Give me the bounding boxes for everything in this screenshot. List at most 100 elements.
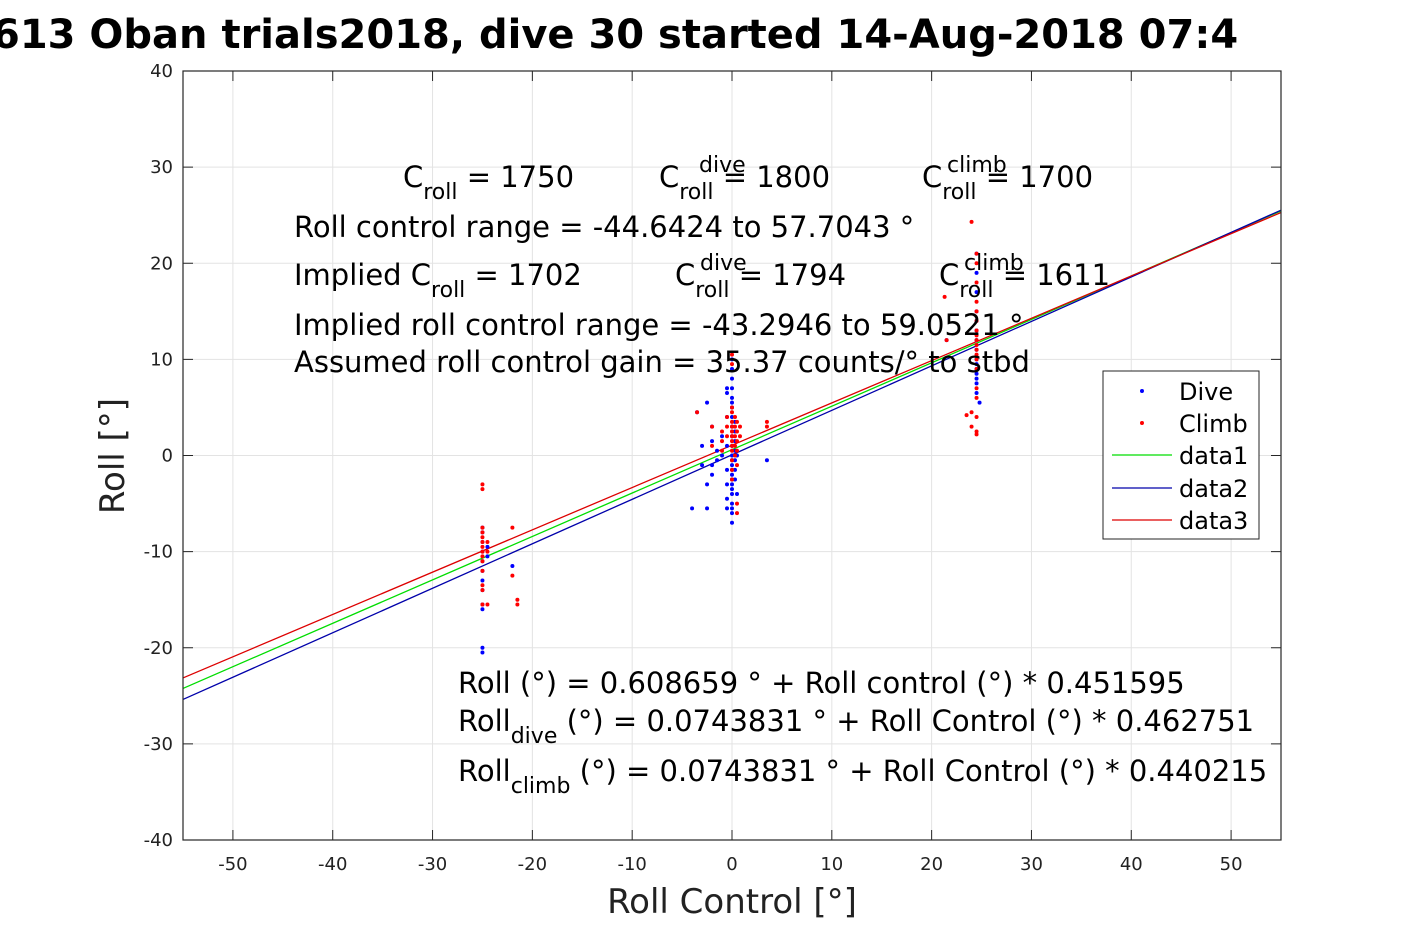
point-dive xyxy=(485,544,490,549)
point-climb xyxy=(515,597,520,602)
point-climb xyxy=(710,424,715,429)
point-dive xyxy=(764,458,769,463)
annotation-implied-c-climb-sup: climb xyxy=(964,251,1024,276)
point-climb xyxy=(730,458,734,463)
x-tick-label: -40 xyxy=(318,854,347,875)
point-climb xyxy=(734,501,739,506)
point-climb xyxy=(480,544,485,549)
point-climb xyxy=(969,410,974,415)
annotation-implied-c-climb: Croll = 1611 xyxy=(939,258,1110,303)
point-dive xyxy=(480,578,485,583)
point-climb xyxy=(730,434,734,439)
point-climb xyxy=(974,309,979,314)
point-dive xyxy=(974,391,979,396)
point-climb xyxy=(974,261,979,266)
point-climb xyxy=(974,299,979,304)
x-tick-label: 30 xyxy=(1020,854,1043,875)
point-dive xyxy=(725,391,730,396)
point-dive xyxy=(730,501,734,506)
point-climb xyxy=(974,280,979,285)
point-climb xyxy=(695,410,700,415)
point-climb xyxy=(730,477,734,482)
legend-data3-label: data3 xyxy=(1179,507,1248,535)
point-climb xyxy=(942,294,947,299)
point-dive xyxy=(725,443,730,448)
point-dive xyxy=(710,439,715,444)
point-climb xyxy=(734,448,739,453)
point-climb xyxy=(480,602,485,607)
legend-dive-marker xyxy=(1140,389,1144,393)
point-climb xyxy=(974,432,979,437)
legend-data2-label: data2 xyxy=(1179,475,1248,503)
point-climb xyxy=(730,439,734,444)
point-dive xyxy=(720,434,725,439)
point-climb xyxy=(480,559,485,564)
x-tick-label: 40 xyxy=(1120,854,1143,875)
point-climb xyxy=(480,549,485,554)
point-dive xyxy=(700,463,705,468)
point-climb xyxy=(730,352,734,357)
annotation-c-climb-sup: climb xyxy=(947,153,1007,178)
legend-dive-label: Dive xyxy=(1179,378,1233,406)
point-climb xyxy=(730,362,734,367)
point-climb xyxy=(485,602,490,607)
point-dive xyxy=(705,400,710,405)
point-climb xyxy=(734,463,739,468)
point-climb xyxy=(974,328,979,333)
x-axis-label: Roll Control [°] xyxy=(607,882,857,922)
point-climb xyxy=(974,342,979,347)
axis-ticks: -50 -40 -30 -20 -10 0 10 20 30 40 50 -40 -30 -20 -10 0 1… xyxy=(144,61,1281,875)
point-climb xyxy=(974,415,979,420)
point-climb xyxy=(974,386,979,391)
x-tick-label: 0 xyxy=(726,854,737,875)
y-tick-label: -10 xyxy=(144,542,173,563)
x-tick-label: -10 xyxy=(617,854,646,875)
annotation-fit-climb: Rollclimb (°) = 0.0743831 ° + Roll Contr… xyxy=(458,754,1267,799)
point-dive xyxy=(710,472,715,477)
annotation-range: Roll control range = -44.6424 to 57.7043… xyxy=(294,210,914,244)
point-dive xyxy=(700,443,705,448)
point-dive xyxy=(730,520,734,525)
point-climb xyxy=(974,347,979,352)
point-climb xyxy=(764,424,769,429)
y-tick-label: -40 xyxy=(144,830,173,851)
point-dive xyxy=(725,496,730,501)
point-climb xyxy=(730,410,734,415)
y-tick-label: 40 xyxy=(150,61,173,82)
point-climb xyxy=(730,419,734,424)
x-tick-label: -50 xyxy=(218,854,247,875)
point-dive xyxy=(690,506,695,511)
x-tick-label: 20 xyxy=(920,854,943,875)
point-dive xyxy=(730,357,734,362)
point-climb xyxy=(710,443,715,448)
y-tick-label: 10 xyxy=(150,349,173,370)
point-climb xyxy=(964,413,969,418)
point-climb xyxy=(725,434,730,439)
point-climb xyxy=(480,588,485,593)
point-climb xyxy=(730,424,734,429)
point-dive xyxy=(732,467,737,472)
point-climb xyxy=(732,443,737,448)
legend-climb-label: Climb xyxy=(1179,410,1248,438)
point-dive xyxy=(730,366,734,371)
point-dive xyxy=(977,400,982,405)
point-climb xyxy=(730,443,734,448)
point-climb xyxy=(720,439,725,444)
point-climb xyxy=(974,357,979,362)
point-climb xyxy=(734,439,739,444)
point-climb xyxy=(732,434,737,439)
point-climb xyxy=(974,352,979,357)
point-dive xyxy=(730,453,734,458)
annotation-implied-c-dive: Croll = 1794 xyxy=(675,258,846,303)
point-dive xyxy=(974,376,979,381)
point-dive xyxy=(715,448,720,453)
point-climb xyxy=(974,251,979,256)
point-climb xyxy=(510,573,515,578)
y-axis-label: Roll [°] xyxy=(93,398,133,514)
point-climb xyxy=(725,415,730,420)
point-dive xyxy=(730,463,734,468)
point-dive xyxy=(730,386,734,391)
point-dive xyxy=(974,270,979,275)
y-tick-label: 30 xyxy=(150,157,173,178)
point-dive xyxy=(730,491,734,496)
